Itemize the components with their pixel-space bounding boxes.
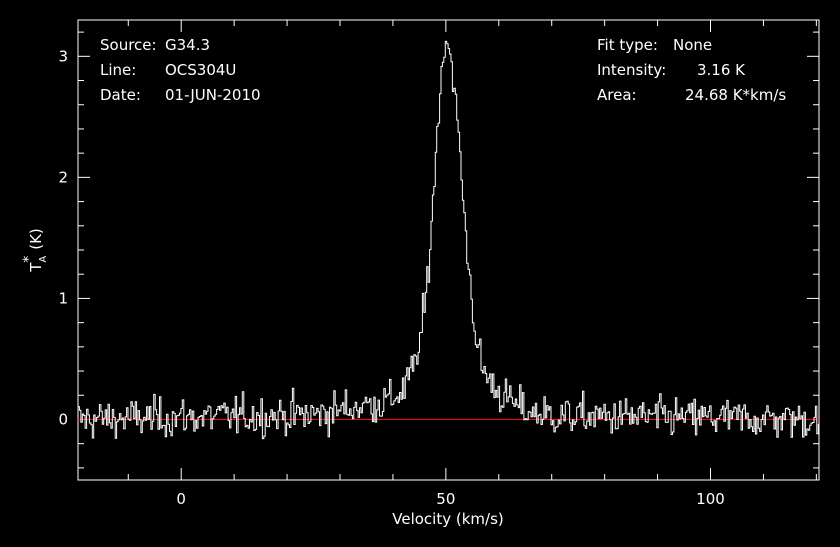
line-value: OCS304U xyxy=(165,61,236,79)
fit-type-value: None xyxy=(673,36,712,54)
tick-labels: 0 50 100 0 1 2 3 xyxy=(58,47,724,508)
fit-type-label: Fit type: xyxy=(597,36,658,54)
x-tick-label: 100 xyxy=(696,490,725,508)
spectrum-line xyxy=(78,40,819,440)
y-axis-label: TA* (K) xyxy=(21,228,49,273)
source-label: Source: xyxy=(100,36,157,54)
area-label: Area: xyxy=(597,86,637,104)
date-value: 01-JUN-2010 xyxy=(165,86,261,104)
source-value: G34.3 xyxy=(165,36,210,54)
y-axis-label-unit: (K) xyxy=(27,228,45,250)
y-tick-label: 1 xyxy=(58,289,68,307)
intensity-value: 3.16 K xyxy=(697,61,746,79)
y-axis-label-sub: A xyxy=(38,256,49,263)
axis-ticks xyxy=(78,20,819,480)
x-tick-label: 50 xyxy=(436,490,455,508)
y-axis-label-main: T xyxy=(27,262,45,273)
line-label: Line: xyxy=(100,61,136,79)
date-label: Date: xyxy=(100,86,141,104)
y-tick-label: 0 xyxy=(58,410,68,428)
x-axis-label: Velocity (km/s) xyxy=(392,510,503,528)
x-tick-label: 0 xyxy=(176,490,186,508)
y-tick-label: 2 xyxy=(58,168,68,186)
area-value: 24.68 K*km/s xyxy=(685,86,786,104)
y-tick-label: 3 xyxy=(58,47,68,65)
intensity-label: Intensity: xyxy=(597,61,666,79)
svg-text:TA*(K): TA* (K) xyxy=(21,228,49,273)
y-axis-label-sup: * xyxy=(21,256,37,263)
